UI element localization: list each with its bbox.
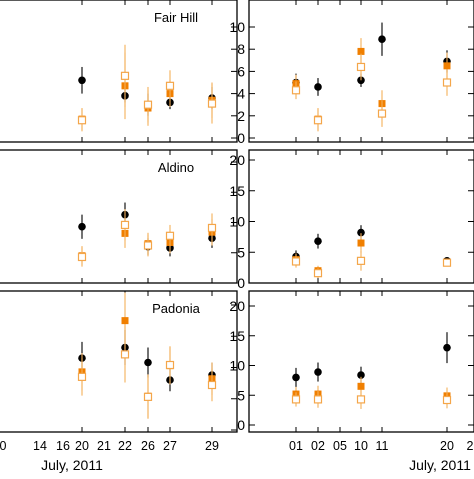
panel-title: Aldino [158,160,194,175]
x-tick-label: 14 [33,439,47,453]
panel-frame [0,290,238,433]
data-point-orange-open [207,380,217,390]
y-tick-label: 2 [237,108,245,124]
data-point-orange-filled [443,62,451,70]
data-point-orange-open [291,86,301,95]
y-tick-label: 20 [229,298,245,314]
panel-3: Aldino [0,149,238,284]
data-point-orange-open [120,350,130,359]
data-point-orange-open [291,395,301,404]
x-tick-label: 01 [289,439,303,453]
data-point-black [144,358,152,367]
data-point-orange-open [77,252,87,262]
data-point-orange-open [165,81,175,90]
x-tick-label: 21 [97,439,111,453]
x-tick-label: 02 [311,439,325,453]
data-point-orange-open [77,116,87,125]
x-tick-label: 16 [56,439,70,453]
data-point-black [314,237,322,245]
data-point-black [378,35,386,44]
panel-5: Padonia 0 14 16 20 21 22 26 27 29 July, 2011 [0,290,238,473]
data-point-orange-open [313,269,323,278]
data-point-orange-open [442,395,452,405]
panel-2: 0 2 4 6 8 10 [229,0,474,146]
data-point-black [78,222,86,231]
data-point-orange-open [442,258,452,267]
data-point-orange-open [143,392,153,401]
data-point-orange-open [291,257,301,266]
data-point-orange-open [120,71,130,80]
data-point-orange-open [207,99,217,108]
x-tick-label: 0 [0,439,7,453]
data-point-orange-filled [357,382,365,390]
y-tick-label: 10 [229,214,245,230]
y-tick-label: 6 [237,63,245,79]
y-tick-label: 5 [237,244,245,260]
data-point-black [443,343,451,352]
panel-1: Fair Hill [0,0,238,143]
data-point-orange-open [77,372,87,381]
x-tick-label: 2 [467,439,474,453]
data-point-black [292,373,300,382]
data-point-orange-open [356,256,366,265]
x-tick-label: 20 [440,439,454,453]
panel-frame [0,149,238,284]
panel-frame [248,290,474,433]
data-point-orange-open [313,116,323,125]
x-tick-label: 26 [141,439,155,453]
x-tick-label: 22 [118,439,132,453]
data-point-orange-open [356,395,366,404]
data-point-orange-filled [121,317,129,325]
x-tick-label: 29 [205,439,219,453]
data-point-orange-open [207,223,217,233]
y-tick-label: 4 [237,86,245,102]
y-tick-label: 0 [237,417,245,433]
x-tick-label: 05 [333,439,347,453]
data-point-black [314,368,322,376]
y-tick-label: 5 [237,387,245,403]
y-tick-label: 10 [229,358,245,374]
data-point-orange-filled [357,239,365,247]
data-point-orange-open [165,360,175,370]
data-point-orange-open [377,109,387,118]
y-tick-label: 0 [237,275,245,291]
y-tick-label: 10 [229,19,245,35]
y-tick-label: 15 [229,328,245,344]
data-point-orange-filled [357,47,365,55]
y-tick-label: 20 [229,152,245,168]
data-point-black [357,228,365,237]
y-tick-label: 8 [237,41,245,57]
data-point-orange-open [313,395,323,404]
data-point-orange-open [165,231,175,240]
x-tick-label: 10 [354,439,368,453]
x-axis-label: July, 2011 [41,457,103,473]
panel-title: Fair Hill [154,10,198,25]
y-tick-label: 15 [229,183,245,199]
x-axis-label: July, 2011 [409,457,471,473]
data-point-black [314,83,322,91]
panel-4: 0 5 10 15 20 [229,149,474,291]
y-tick-label: 0 [237,130,245,146]
data-point-orange-open [143,100,153,109]
panel-frame [0,0,238,143]
data-point-orange-open [442,78,452,87]
x-tick-label: 27 [163,439,177,453]
data-point-black [357,371,365,379]
x-tick-label: 11 [376,439,389,453]
data-point-orange-open [120,220,130,230]
panel-title: Padonia [152,301,200,316]
data-point-orange-open [356,62,366,72]
x-tick-label: 20 [75,439,89,453]
data-point-orange-open [143,241,153,250]
data-point-black [78,76,86,85]
